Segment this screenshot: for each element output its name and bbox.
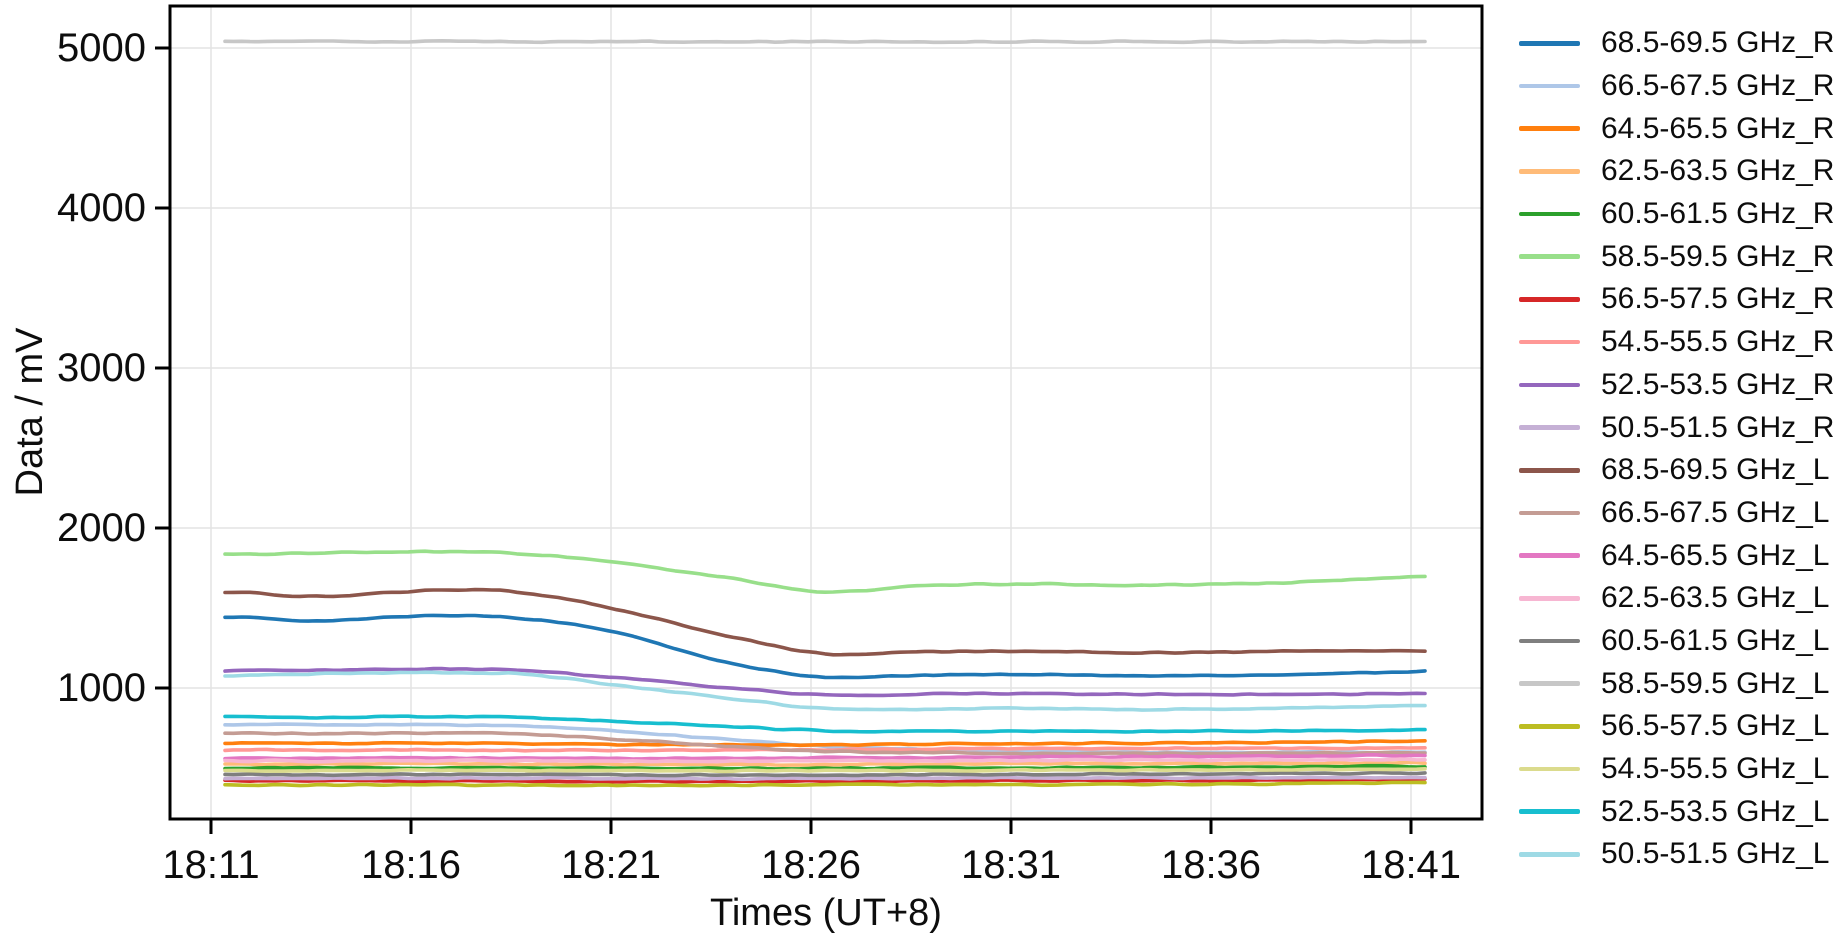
series-line-62.5-63.5 GHz_R [223, 760, 1427, 767]
legend-item: 60.5-61.5 GHz_R [1519, 193, 1834, 236]
x-tick-label: 18:21 [560, 843, 662, 887]
legend-swatch-line [1519, 724, 1580, 729]
series-line-60.5-61.5 GHz_L [223, 770, 1427, 778]
y-tick-label: 1000 [57, 666, 146, 710]
legend: 68.5-69.5 GHz_R 66.5-67.5 GHz_R 64.5-65.5 … [1519, 22, 1834, 876]
legend-label: 66.5-67.5 GHz_R [1601, 69, 1835, 103]
legend-swatch-line [1519, 595, 1580, 601]
legend-item: 58.5-59.5 GHz_L [1519, 662, 1834, 705]
series-line-62.5-63.5 GHz_L [223, 757, 1427, 764]
legend-label: 58.5-59.5 GHz_L [1601, 666, 1830, 700]
legend-item: 56.5-57.5 GHz_L [1519, 705, 1834, 748]
legend-label: 62.5-63.5 GHz_R [1601, 154, 1835, 188]
legend-label: 58.5-59.5 GHz_R [1601, 239, 1835, 273]
legend-swatch-line [1519, 382, 1580, 388]
legend-swatch-line [1519, 809, 1580, 815]
y-tick-label: 2000 [57, 506, 146, 550]
legend-item: 62.5-63.5 GHz_R [1519, 150, 1834, 193]
legend-swatch-line [1519, 339, 1580, 345]
legend-item: 66.5-67.5 GHz_L [1519, 492, 1834, 535]
y-axis-label: Data / mV [9, 327, 51, 497]
legend-label: 64.5-65.5 GHz_L [1601, 538, 1830, 572]
legend-swatch-line [1519, 41, 1580, 46]
series-line-54.5-55.5 GHz_L [223, 767, 1427, 774]
legend-label: 56.5-57.5 GHz_L [1601, 709, 1830, 743]
x-tick-label: 18:31 [960, 843, 1062, 887]
x-tick-label: 18:36 [1160, 843, 1262, 887]
legend-label: 66.5-67.5 GHz_L [1601, 495, 1830, 529]
legend-label: 68.5-69.5 GHz_R [1601, 26, 1835, 60]
legend-item: 54.5-55.5 GHz_L [1519, 748, 1834, 791]
series-line-56.5-57.5 GHz_R [223, 777, 1427, 784]
y-tick-label: 4000 [57, 186, 146, 230]
legend-item: 68.5-69.5 GHz_R [1519, 22, 1834, 65]
legend-label: 50.5-51.5 GHz_R [1601, 410, 1835, 444]
legend-swatch-line [1519, 638, 1580, 644]
legend-item: 52.5-53.5 GHz_L [1519, 790, 1834, 833]
x-tick-label: 18:16 [360, 843, 462, 887]
series-line-64.5-65.5 GHz_R [223, 739, 1427, 748]
legend-swatch-line [1519, 126, 1580, 132]
x-tick-label: 18:41 [1360, 843, 1462, 887]
series-line-50.5-51.5 GHz_L [223, 670, 1427, 712]
legend-label: 52.5-53.5 GHz_R [1601, 367, 1835, 401]
x-tick-label: 18:26 [760, 843, 862, 887]
legend-item: 54.5-55.5 GHz_R [1519, 321, 1834, 364]
legend-item: 62.5-63.5 GHz_L [1519, 577, 1834, 620]
series-line-68.5-69.5 GHz_L [223, 587, 1427, 657]
plot-border [168, 4, 1484, 821]
y-tick-label: 5000 [57, 26, 146, 70]
legend-item: 50.5-51.5 GHz_L [1519, 833, 1834, 876]
legend-label: 50.5-51.5 GHz_L [1601, 837, 1830, 871]
legend-item: 64.5-65.5 GHz_L [1519, 534, 1834, 577]
legend-label: 64.5-65.5 GHz_R [1601, 111, 1835, 145]
series-line-58.5-59.5 GHz_L [223, 39, 1427, 45]
legend-item: 60.5-61.5 GHz_L [1519, 620, 1834, 663]
x-tick-label: 18:11 [162, 843, 260, 887]
x-axis-label: Times (UT+8) [710, 892, 942, 934]
legend-item: 64.5-65.5 GHz_R [1519, 107, 1834, 150]
legend-swatch-line [1519, 254, 1580, 260]
legend-swatch-line [1519, 297, 1580, 302]
legend-swatch-line [1519, 211, 1580, 217]
legend-label: 54.5-55.5 GHz_R [1601, 325, 1835, 359]
legend-label: 52.5-53.5 GHz_L [1601, 794, 1830, 828]
legend-item: 58.5-59.5 GHz_R [1519, 235, 1834, 278]
legend-swatch-line [1519, 467, 1580, 473]
legend-swatch-line [1519, 681, 1580, 686]
legend-label: 60.5-61.5 GHz_R [1601, 197, 1835, 231]
legend-item: 66.5-67.5 GHz_R [1519, 65, 1834, 108]
legend-label: 68.5-69.5 GHz_L [1601, 453, 1830, 487]
legend-swatch-line [1519, 852, 1580, 857]
series-line-66.5-67.5 GHz_L [223, 730, 1427, 756]
legend-swatch-line [1519, 510, 1580, 516]
series-line-58.5-59.5 GHz_R [223, 549, 1427, 594]
legend-label: 62.5-63.5 GHz_L [1601, 581, 1830, 615]
legend-item: 50.5-51.5 GHz_R [1519, 406, 1834, 449]
legend-swatch-line [1519, 83, 1580, 89]
series-line-50.5-51.5 GHz_R [223, 775, 1427, 782]
legend-swatch-line [1519, 425, 1580, 430]
legend-item: 56.5-57.5 GHz_R [1519, 278, 1834, 321]
legend-swatch-line [1519, 553, 1580, 558]
legend-item: 68.5-69.5 GHz_L [1519, 449, 1834, 492]
legend-label: 56.5-57.5 GHz_R [1601, 282, 1835, 316]
legend-swatch-line [1519, 169, 1580, 174]
series-line-52.5-53.5 GHz_R [223, 666, 1427, 698]
legend-item: 52.5-53.5 GHz_R [1519, 364, 1834, 407]
series-line-68.5-69.5 GHz_R [223, 613, 1427, 680]
legend-label: 60.5-61.5 GHz_L [1601, 623, 1830, 657]
legend-label: 54.5-55.5 GHz_L [1601, 752, 1830, 786]
series-line-52.5-53.5 GHz_L [223, 714, 1427, 734]
legend-swatch-line [1519, 766, 1580, 772]
y-tick-label: 3000 [57, 346, 146, 390]
series-line-56.5-57.5 GHz_L [223, 780, 1427, 788]
series-line-64.5-65.5 GHz_L [223, 753, 1427, 761]
